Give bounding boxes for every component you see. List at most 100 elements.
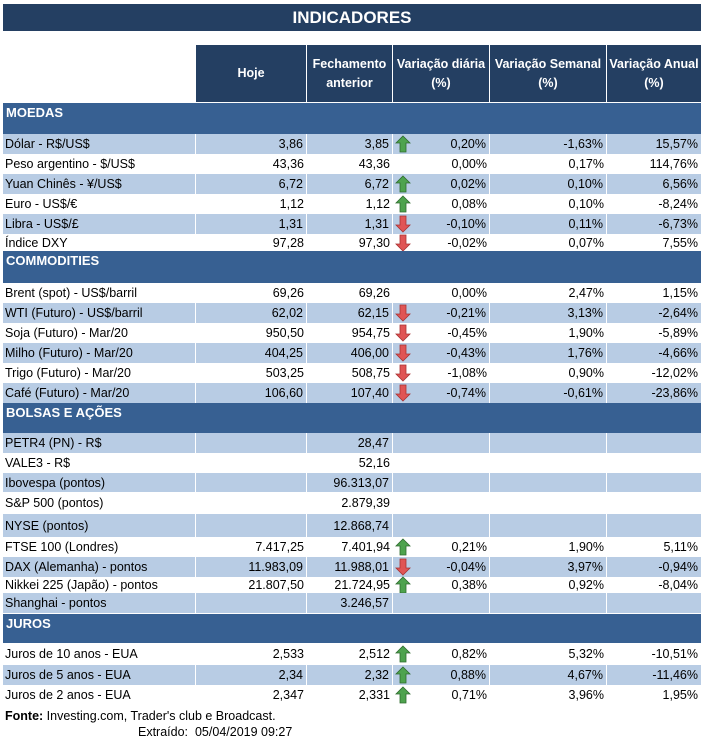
table-row: WTI (Futuro) - US$/barril 62,02 62,15 -0,21… — [3, 303, 701, 323]
arrow-up-icon — [395, 645, 411, 663]
arrow-down-icon — [395, 364, 411, 382]
cell-hoje: 3,86 — [196, 134, 307, 154]
cell-sem: 0,92% — [568, 578, 604, 592]
cell-label: Juros de 5 anos - EUA — [3, 665, 196, 685]
cell-fech: 28,47 — [307, 433, 393, 453]
cell-fech: 1,12 — [365, 197, 390, 211]
arrow-up-icon — [395, 195, 411, 213]
cell-sem — [490, 593, 607, 613]
cell-dia: 0,88% — [393, 665, 490, 685]
cell-ano: 6,56% — [662, 177, 698, 191]
arrow-down-icon — [395, 234, 411, 252]
cell-dia — [393, 492, 490, 514]
cell-hoje: 97,28 — [272, 236, 304, 250]
cell-label: Soja (Futuro) - Mar/20 — [5, 326, 128, 340]
extracted-value: 05/04/2019 09:27 — [194, 725, 293, 739]
table-row: DAX (Alemanha) - pontos 11.983,09 11.988,0… — [3, 557, 701, 577]
cell-ano: -6,73% — [658, 217, 698, 231]
cell-sem: 1,90% — [568, 326, 604, 340]
cell-label: DAX (Alemanha) - pontos — [3, 557, 196, 577]
cell-label: Ibovespa (pontos) — [3, 473, 196, 492]
cell-label: NYSE (pontos) — [3, 514, 196, 537]
cell-fech: 52,16 — [358, 456, 390, 470]
cell-fech: 3,85 — [307, 134, 393, 154]
cell-ano: 114,76% — [649, 157, 698, 171]
cell-hoje: 1,31 — [196, 214, 307, 234]
cell-dia: -0,74% — [393, 383, 490, 403]
cell-dia: 0,00% — [451, 286, 487, 300]
arrow-up-icon — [395, 666, 411, 684]
cell-label: Libra - US$/£ — [3, 214, 196, 234]
cell-hoje: 1,12 — [279, 197, 304, 211]
table-row: VALE3 - R$ 52,16 — [3, 453, 701, 473]
arrow-up-icon — [395, 135, 411, 153]
cell-ano: -8,04% — [658, 578, 698, 592]
cell-sem: 2,47% — [568, 286, 604, 300]
table-row: Milho (Futuro) - Mar/20 404,25 406,00 -0,43… — [3, 343, 701, 363]
cell-dia: -0,45% — [447, 326, 487, 340]
cell-ano: -8,24% — [658, 197, 698, 211]
cell-sem: 0,10% — [568, 197, 604, 211]
cell-ano: 1,15% — [662, 286, 698, 300]
cell-dia — [393, 473, 490, 492]
table-row: Índice DXY 97,28 97,30 -0,02% 0,07% 7,55% — [3, 234, 701, 252]
cell-sem: 3,13% — [490, 303, 607, 323]
cell-dia: -0,02% — [447, 236, 487, 250]
extracted-label: Extraído: — [138, 725, 189, 739]
cell-hoje: 2,533 — [272, 647, 304, 661]
table-row: Juros de 10 anos - EUA 2,533 2,512 0,82% 5,3… — [3, 643, 701, 665]
arrow-down-icon — [395, 215, 411, 233]
cell-dia: 0,38% — [451, 578, 487, 592]
section-header: MOEDAS — [3, 103, 701, 134]
cell-hoje: 21.807,50 — [248, 578, 304, 592]
cell-ano: -0,94% — [658, 560, 698, 574]
cell-label: PETR4 (PN) - R$ — [3, 433, 196, 453]
cell-fech: 954,75 — [351, 326, 390, 340]
cell-dia: 0,21% — [451, 540, 487, 554]
section-header: COMMODITIES — [3, 251, 701, 283]
cell-ano — [607, 492, 701, 514]
table-row: NYSE (pontos) 12.868,74 — [3, 514, 701, 537]
cell-ano — [607, 433, 701, 453]
cell-sem: -1,63% — [490, 134, 607, 154]
section-header: JUROS — [3, 614, 701, 643]
cell-label: Euro - US$/€ — [5, 197, 78, 211]
cell-dia: 0,82% — [451, 647, 487, 661]
column-header-hoje: Hoje — [196, 45, 307, 102]
cell-fech: 7.401,94 — [341, 540, 390, 554]
cell-hoje — [196, 433, 307, 453]
cell-hoje: 11.983,09 — [196, 557, 307, 577]
arrow-down-icon — [395, 384, 411, 402]
cell-hoje: 950,50 — [265, 326, 304, 340]
cell-fech: 97,30 — [358, 236, 390, 250]
cell-fech: 43,36 — [358, 157, 390, 171]
cell-label: S&P 500 (pontos) — [5, 496, 104, 510]
source-label: Fonte: — [5, 709, 44, 723]
cell-dia — [393, 433, 490, 453]
cell-fech: 62,15 — [307, 303, 393, 323]
cell-dia — [393, 453, 490, 473]
table-row: FTSE 100 (Londres) 7.417,25 7.401,94 0,21% 1… — [3, 537, 701, 557]
cell-label: Juros de 2 anos - EUA — [5, 688, 131, 702]
cell-label: Café (Futuro) - Mar/20 — [3, 383, 196, 403]
cell-sem — [490, 433, 607, 453]
cell-dia: -0,04% — [393, 557, 490, 577]
cell-sem: 4,67% — [490, 665, 607, 685]
table-row: Nikkei 225 (Japão) - pontos 21.807,50 21.7… — [3, 576, 701, 594]
cell-sem: 0,11% — [490, 214, 607, 234]
cell-label: Índice DXY — [5, 236, 68, 250]
column-header-variacao-diaria: Variação diária (%) — [393, 45, 490, 102]
cell-ano: 15,57% — [655, 137, 698, 151]
cell-sem: 0,90% — [568, 366, 604, 380]
table-row: Libra - US$/£ 1,31 1,31 -0,10% 0,11% -6,73% — [3, 214, 701, 234]
arrow-up-icon — [395, 686, 411, 704]
cell-label: Dólar - R$/US$ — [3, 134, 196, 154]
cell-hoje: 2,34 — [196, 665, 307, 685]
arrow-up-icon — [395, 576, 411, 594]
cell-label: Yuan Chinês - ¥/US$ — [3, 174, 196, 194]
section-header: BOLSAS E AÇÕES — [3, 403, 701, 433]
table-row: Brent (spot) - US$/barril 69,26 69,26 0,00%… — [3, 283, 701, 303]
cell-label: Nikkei 225 (Japão) - pontos — [5, 578, 158, 592]
table-row: Euro - US$/€ 1,12 1,12 0,08% 0,10% -8,24% — [3, 194, 701, 214]
